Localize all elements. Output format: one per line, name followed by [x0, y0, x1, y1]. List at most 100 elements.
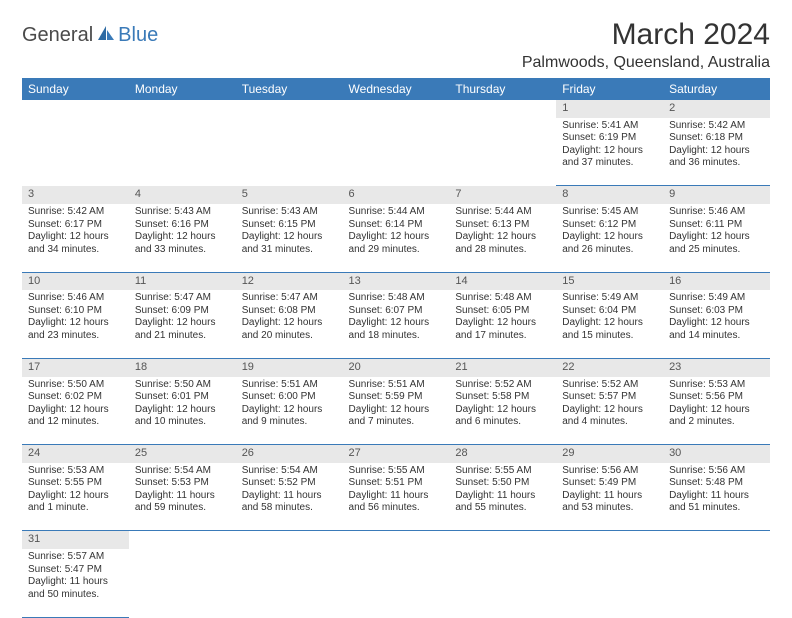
- sunrise-text: Sunrise: 5:48 AM: [455, 292, 550, 305]
- day-number-row: 3456789: [22, 186, 770, 204]
- day-number-cell: 21: [449, 358, 556, 376]
- daylight-text: and 53 minutes.: [562, 502, 657, 515]
- day-cell: Sunrise: 5:49 AMSunset: 6:04 PMDaylight:…: [556, 290, 663, 358]
- day-cell: Sunrise: 5:56 AMSunset: 5:49 PMDaylight:…: [556, 463, 663, 531]
- daylight-text: Daylight: 12 hours: [135, 317, 230, 330]
- daylight-text: Daylight: 11 hours: [349, 490, 444, 503]
- sunset-text: Sunset: 6:12 PM: [562, 219, 657, 232]
- day-number-cell: 27: [343, 445, 450, 463]
- day-number-cell: 7: [449, 186, 556, 204]
- day-cell: Sunrise: 5:48 AMSunset: 6:07 PMDaylight:…: [343, 290, 450, 358]
- location: Palmwoods, Queensland, Australia: [522, 54, 770, 72]
- sunset-text: Sunset: 6:05 PM: [455, 305, 550, 318]
- sunrise-text: Sunrise: 5:42 AM: [669, 120, 764, 133]
- day-number-cell: [449, 100, 556, 118]
- sunset-text: Sunset: 6:09 PM: [135, 305, 230, 318]
- day-number-cell: 23: [663, 358, 770, 376]
- daylight-text: Daylight: 11 hours: [669, 490, 764, 503]
- day-cell: Sunrise: 5:52 AMSunset: 5:57 PMDaylight:…: [556, 377, 663, 445]
- day-content-row: Sunrise: 5:50 AMSunset: 6:02 PMDaylight:…: [22, 377, 770, 445]
- sunrise-text: Sunrise: 5:43 AM: [135, 206, 230, 219]
- page-title: March 2024: [522, 18, 770, 52]
- sunset-text: Sunset: 5:52 PM: [242, 477, 337, 490]
- daylight-text: and 29 minutes.: [349, 244, 444, 257]
- sunrise-text: Sunrise: 5:47 AM: [135, 292, 230, 305]
- header: General Blue March 2024 Palmwoods, Queen…: [22, 18, 770, 72]
- sunrise-text: Sunrise: 5:47 AM: [242, 292, 337, 305]
- day-cell: Sunrise: 5:56 AMSunset: 5:48 PMDaylight:…: [663, 463, 770, 531]
- daylight-text: Daylight: 12 hours: [28, 404, 123, 417]
- sunset-text: Sunset: 5:58 PM: [455, 391, 550, 404]
- day-number-cell: [556, 531, 663, 549]
- daylight-text: and 6 minutes.: [455, 416, 550, 429]
- day-cell: Sunrise: 5:46 AMSunset: 6:11 PMDaylight:…: [663, 204, 770, 272]
- daylight-text: and 21 minutes.: [135, 330, 230, 343]
- sunrise-text: Sunrise: 5:46 AM: [669, 206, 764, 219]
- sunset-text: Sunset: 6:03 PM: [669, 305, 764, 318]
- sunrise-text: Sunrise: 5:46 AM: [28, 292, 123, 305]
- sunset-text: Sunset: 6:02 PM: [28, 391, 123, 404]
- daylight-text: Daylight: 12 hours: [669, 404, 764, 417]
- weekday-header: Wednesday: [343, 78, 450, 100]
- sunrise-text: Sunrise: 5:44 AM: [455, 206, 550, 219]
- weekday-header: Tuesday: [236, 78, 343, 100]
- day-content-row: Sunrise: 5:42 AMSunset: 6:17 PMDaylight:…: [22, 204, 770, 272]
- day-cell: [343, 118, 450, 186]
- day-cell: Sunrise: 5:43 AMSunset: 6:16 PMDaylight:…: [129, 204, 236, 272]
- sunrise-text: Sunrise: 5:50 AM: [135, 379, 230, 392]
- day-number-row: 24252627282930: [22, 445, 770, 463]
- day-cell: Sunrise: 5:51 AMSunset: 6:00 PMDaylight:…: [236, 377, 343, 445]
- daylight-text: Daylight: 12 hours: [562, 231, 657, 244]
- day-cell: Sunrise: 5:57 AMSunset: 5:47 PMDaylight:…: [22, 549, 129, 617]
- day-number-cell: 25: [129, 445, 236, 463]
- daylight-text: and 9 minutes.: [242, 416, 337, 429]
- day-content-row: Sunrise: 5:41 AMSunset: 6:19 PMDaylight:…: [22, 118, 770, 186]
- day-number-cell: 10: [22, 272, 129, 290]
- sunrise-text: Sunrise: 5:51 AM: [349, 379, 444, 392]
- day-number-cell: 20: [343, 358, 450, 376]
- day-number-cell: 15: [556, 272, 663, 290]
- day-cell: Sunrise: 5:42 AMSunset: 6:18 PMDaylight:…: [663, 118, 770, 186]
- day-number-cell: 4: [129, 186, 236, 204]
- sunrise-text: Sunrise: 5:53 AM: [28, 465, 123, 478]
- day-cell: Sunrise: 5:50 AMSunset: 6:01 PMDaylight:…: [129, 377, 236, 445]
- day-cell: Sunrise: 5:44 AMSunset: 6:13 PMDaylight:…: [449, 204, 556, 272]
- daylight-text: and 59 minutes.: [135, 502, 230, 515]
- day-cell: Sunrise: 5:51 AMSunset: 5:59 PMDaylight:…: [343, 377, 450, 445]
- daylight-text: and 56 minutes.: [349, 502, 444, 515]
- day-content-row: Sunrise: 5:46 AMSunset: 6:10 PMDaylight:…: [22, 290, 770, 358]
- day-number-cell: 11: [129, 272, 236, 290]
- sunrise-text: Sunrise: 5:48 AM: [349, 292, 444, 305]
- sunrise-text: Sunrise: 5:51 AM: [242, 379, 337, 392]
- weekday-header: Sunday: [22, 78, 129, 100]
- daylight-text: Daylight: 12 hours: [135, 404, 230, 417]
- day-cell: [22, 118, 129, 186]
- day-cell: Sunrise: 5:43 AMSunset: 6:15 PMDaylight:…: [236, 204, 343, 272]
- daylight-text: Daylight: 12 hours: [562, 404, 657, 417]
- sunrise-text: Sunrise: 5:49 AM: [562, 292, 657, 305]
- calendar-table: SundayMondayTuesdayWednesdayThursdayFrid…: [22, 78, 770, 618]
- title-block: March 2024 Palmwoods, Queensland, Austra…: [522, 18, 770, 72]
- sunset-text: Sunset: 6:11 PM: [669, 219, 764, 232]
- daylight-text: and 26 minutes.: [562, 244, 657, 257]
- logo: General Blue: [22, 24, 158, 47]
- daylight-text: and 20 minutes.: [242, 330, 337, 343]
- day-number-cell: 31: [22, 531, 129, 549]
- day-number-cell: 19: [236, 358, 343, 376]
- day-cell: [236, 118, 343, 186]
- daylight-text: and 37 minutes.: [562, 157, 657, 170]
- day-number-cell: 24: [22, 445, 129, 463]
- day-number-cell: 13: [343, 272, 450, 290]
- daylight-text: and 18 minutes.: [349, 330, 444, 343]
- sunset-text: Sunset: 6:16 PM: [135, 219, 230, 232]
- sunrise-text: Sunrise: 5:45 AM: [562, 206, 657, 219]
- day-cell: [343, 549, 450, 617]
- day-cell: [556, 549, 663, 617]
- day-number-cell: 22: [556, 358, 663, 376]
- daylight-text: Daylight: 11 hours: [135, 490, 230, 503]
- day-number-cell: 3: [22, 186, 129, 204]
- daylight-text: and 58 minutes.: [242, 502, 337, 515]
- daylight-text: and 55 minutes.: [455, 502, 550, 515]
- sunrise-text: Sunrise: 5:50 AM: [28, 379, 123, 392]
- sunset-text: Sunset: 5:56 PM: [669, 391, 764, 404]
